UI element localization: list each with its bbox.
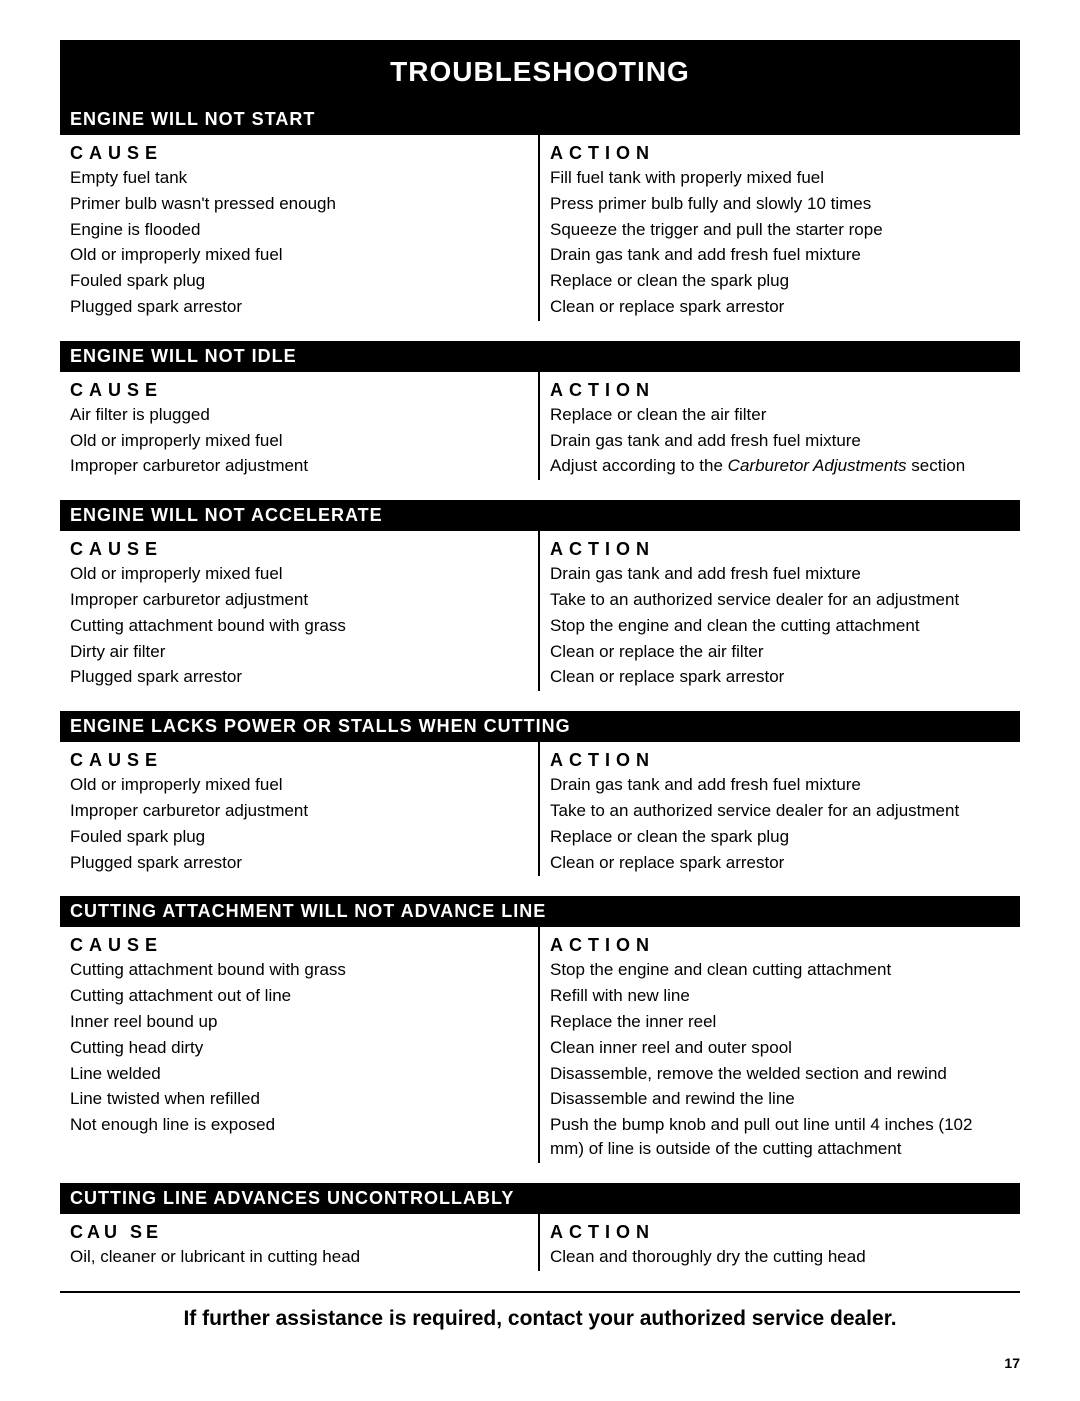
action-cell: Press primer bulb fully and slowly 10 ti… bbox=[550, 192, 1010, 216]
action-header: ACTION bbox=[550, 380, 1010, 401]
page-container: TROUBLESHOOTING ENGINE WILL NOT STARTCAU… bbox=[0, 0, 1080, 1401]
cause-cell: Oil, cleaner or lubricant in cutting hea… bbox=[70, 1245, 528, 1269]
action-cell: Drain gas tank and add fresh fuel mixtur… bbox=[550, 243, 1010, 267]
action-column: ACTIONStop the engine and clean cutting … bbox=[540, 927, 1020, 1162]
cause-cell: Fouled spark plug bbox=[70, 269, 528, 293]
action-cell: Drain gas tank and add fresh fuel mixtur… bbox=[550, 562, 1010, 586]
section-header: ENGINE WILL NOT ACCELERATE bbox=[60, 500, 1020, 531]
cause-cell: Engine is flooded bbox=[70, 218, 528, 242]
cause-header: CAUSE bbox=[70, 539, 528, 560]
cause-cell: Cutting attachment bound with grass bbox=[70, 958, 528, 982]
action-cell: Push the bump knob and pull out line unt… bbox=[550, 1113, 1010, 1161]
section-body: CAU SEOil, cleaner or lubricant in cutti… bbox=[60, 1214, 1020, 1291]
action-cell: Replace or clean the spark plug bbox=[550, 269, 1010, 293]
action-cell: Take to an authorized service dealer for… bbox=[550, 588, 1010, 612]
action-cell: Clean or replace spark arrestor bbox=[550, 295, 1010, 319]
cause-cell: Old or improperly mixed fuel bbox=[70, 562, 528, 586]
cause-cell: Air filter is plugged bbox=[70, 403, 528, 427]
action-header: ACTION bbox=[550, 1222, 1010, 1243]
action-cell: Refill with new line bbox=[550, 984, 1010, 1008]
action-header: ACTION bbox=[550, 539, 1010, 560]
section-header: ENGINE LACKS POWER OR STALLS WHEN CUTTIN… bbox=[60, 711, 1020, 742]
cause-column: CAUSEOld or improperly mixed fuelImprope… bbox=[60, 531, 540, 691]
cause-cell: Line welded bbox=[70, 1062, 528, 1086]
section-body: CAUSEOld or improperly mixed fuelImprope… bbox=[60, 531, 1020, 711]
action-cell: Disassemble, remove the welded section a… bbox=[550, 1062, 1010, 1086]
cause-header: CAUSE bbox=[70, 380, 528, 401]
cause-cell: Empty fuel tank bbox=[70, 166, 528, 190]
action-cell: Clean or replace the air filter bbox=[550, 640, 1010, 664]
cause-cell: Improper carburetor adjustment bbox=[70, 454, 528, 478]
action-cell: Squeeze the trigger and pull the starter… bbox=[550, 218, 1010, 242]
action-cell: Replace the inner reel bbox=[550, 1010, 1010, 1034]
sections-host: ENGINE WILL NOT STARTCAUSEEmpty fuel tan… bbox=[60, 104, 1020, 1291]
cause-cell: Cutting attachment out of line bbox=[70, 984, 528, 1008]
action-column: ACTIONDrain gas tank and add fresh fuel … bbox=[540, 742, 1020, 876]
section-header: CUTTING LINE ADVANCES UNCONTROLLABLY bbox=[60, 1183, 1020, 1214]
action-cell: Take to an authorized service dealer for… bbox=[550, 799, 1010, 823]
footer-message: If further assistance is required, conta… bbox=[60, 1307, 1020, 1331]
action-cell: Clean or replace spark arrestor bbox=[550, 665, 1010, 689]
page-title: TROUBLESHOOTING bbox=[60, 40, 1020, 104]
cause-cell: Plugged spark arrestor bbox=[70, 295, 528, 319]
action-cell: Clean inner reel and outer spool bbox=[550, 1036, 1010, 1060]
cause-header: CAU SE bbox=[70, 1222, 528, 1243]
cause-cell: Old or improperly mixed fuel bbox=[70, 429, 528, 453]
bottom-rule bbox=[60, 1291, 1020, 1293]
cause-cell: Plugged spark arrestor bbox=[70, 665, 528, 689]
cause-column: CAU SEOil, cleaner or lubricant in cutti… bbox=[60, 1214, 540, 1271]
cause-cell: Line twisted when refilled bbox=[70, 1087, 528, 1111]
action-cell: Drain gas tank and add fresh fuel mixtur… bbox=[550, 429, 1010, 453]
cause-cell: Old or improperly mixed fuel bbox=[70, 773, 528, 797]
action-cell: Replace or clean the spark plug bbox=[550, 825, 1010, 849]
section-body: CAUSEAir filter is pluggedOld or imprope… bbox=[60, 372, 1020, 500]
action-cell: Clean or replace spark arrestor bbox=[550, 851, 1010, 875]
section-body: CAUSEOld or improperly mixed fuelImprope… bbox=[60, 742, 1020, 896]
action-cell: Fill fuel tank with properly mixed fuel bbox=[550, 166, 1010, 190]
action-cell: Stop the engine and clean the cutting at… bbox=[550, 614, 1010, 638]
cause-header: CAUSE bbox=[70, 935, 528, 956]
action-cell: Adjust according to the Carburetor Adjus… bbox=[550, 454, 1010, 478]
cause-cell: Improper carburetor adjustment bbox=[70, 799, 528, 823]
action-column: ACTIONFill fuel tank with properly mixed… bbox=[540, 135, 1020, 321]
action-column: ACTIONClean and thoroughly dry the cutti… bbox=[540, 1214, 1020, 1271]
cause-cell: Primer bulb wasn't pressed enough bbox=[70, 192, 528, 216]
action-cell: Drain gas tank and add fresh fuel mixtur… bbox=[550, 773, 1010, 797]
cause-cell: Fouled spark plug bbox=[70, 825, 528, 849]
section-body: CAUSEEmpty fuel tankPrimer bulb wasn't p… bbox=[60, 135, 1020, 341]
section-body: CAUSECutting attachment bound with grass… bbox=[60, 927, 1020, 1182]
section-header: ENGINE WILL NOT START bbox=[60, 104, 1020, 135]
cause-header: CAUSE bbox=[70, 750, 528, 771]
cause-cell: Cutting attachment bound with grass bbox=[70, 614, 528, 638]
cause-cell: Old or improperly mixed fuel bbox=[70, 243, 528, 267]
cause-column: CAUSEEmpty fuel tankPrimer bulb wasn't p… bbox=[60, 135, 540, 321]
action-header: ACTION bbox=[550, 750, 1010, 771]
cause-column: CAUSECutting attachment bound with grass… bbox=[60, 927, 540, 1162]
cause-column: CAUSEOld or improperly mixed fuelImprope… bbox=[60, 742, 540, 876]
page-number: 17 bbox=[60, 1355, 1020, 1371]
action-header: ACTION bbox=[550, 935, 1010, 956]
cause-cell: Plugged spark arrestor bbox=[70, 851, 528, 875]
action-cell: Replace or clean the air filter bbox=[550, 403, 1010, 427]
cause-cell: Improper carburetor adjustment bbox=[70, 588, 528, 612]
cause-column: CAUSEAir filter is pluggedOld or imprope… bbox=[60, 372, 540, 480]
action-cell: Clean and thoroughly dry the cutting hea… bbox=[550, 1245, 1010, 1269]
action-cell: Disassemble and rewind the line bbox=[550, 1087, 1010, 1111]
action-cell: Stop the engine and clean cutting attach… bbox=[550, 958, 1010, 982]
section-header: ENGINE WILL NOT IDLE bbox=[60, 341, 1020, 372]
cause-cell: Inner reel bound up bbox=[70, 1010, 528, 1034]
cause-cell: Cutting head dirty bbox=[70, 1036, 528, 1060]
action-column: ACTIONReplace or clean the air filterDra… bbox=[540, 372, 1020, 480]
section-header: CUTTING ATTACHMENT WILL NOT ADVANCE LINE bbox=[60, 896, 1020, 927]
cause-cell: Dirty air filter bbox=[70, 640, 528, 664]
action-header: ACTION bbox=[550, 143, 1010, 164]
cause-cell: Not enough line is exposed bbox=[70, 1113, 528, 1137]
action-column: ACTIONDrain gas tank and add fresh fuel … bbox=[540, 531, 1020, 691]
cause-header: CAUSE bbox=[70, 143, 528, 164]
